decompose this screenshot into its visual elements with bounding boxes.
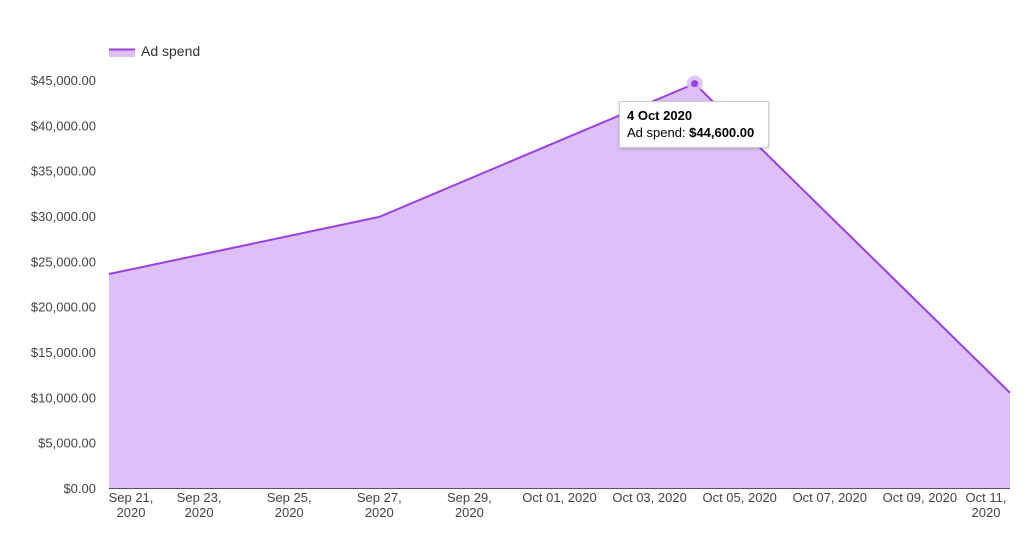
x-tick-label-year: 2020 [117, 505, 146, 520]
x-tick-label-year: 2020 [455, 505, 484, 520]
tooltip-series-label: Ad spend: [627, 125, 686, 140]
tooltip-value: $44,600.00 [689, 125, 755, 140]
x-tick-label-year: 2020 [275, 505, 304, 520]
x-tick-label: Sep 21, [109, 490, 154, 505]
plot-area[interactable] [106, 75, 1013, 489]
legend-label-ad-spend: Ad spend [141, 43, 200, 59]
tooltip-row: Ad spend: $44,600.00 [627, 124, 761, 142]
y-axis: $0.00 $5,000.00 $10,000.00 $15,000.00 $20,00… [31, 73, 96, 496]
x-tick-label-year: 2020 [365, 505, 394, 520]
highlight-point[interactable] [691, 80, 699, 88]
y-tick-label: $15,000.00 [31, 345, 96, 360]
legend-swatch-ad-spend [109, 49, 135, 57]
data-point[interactable] [106, 271, 112, 277]
x-tick-label: Sep 29, [447, 490, 492, 505]
x-tick-label-year: 2020 [185, 505, 214, 520]
y-tick-label: $0.00 [63, 481, 96, 496]
y-tick-label: $10,000.00 [31, 390, 96, 405]
series-area-ad-spend [109, 83, 1010, 489]
x-tick-label: Oct 01, 2020 [522, 490, 596, 505]
x-tick-label: Sep 27, [357, 490, 402, 505]
y-tick-label: $20,000.00 [31, 300, 96, 315]
y-tick-label: $35,000.00 [31, 164, 96, 179]
x-tick-label: Sep 25, [267, 490, 312, 505]
series-line-ad-spend [108, 82, 1011, 394]
x-tick-label: Oct 03, 2020 [612, 490, 686, 505]
data-point[interactable] [1007, 390, 1013, 396]
chart-tooltip: 4 Oct 2020 Ad spend: $44,600.00 [619, 101, 769, 148]
x-tick-label: Oct 07, 2020 [793, 490, 867, 505]
x-tick-label: Oct 05, 2020 [702, 490, 776, 505]
x-tick-label: Oct 09, 2020 [883, 490, 957, 505]
x-tick-label: Sep 23, [177, 490, 222, 505]
y-tick-label: $25,000.00 [31, 254, 96, 269]
y-tick-label: $40,000.00 [31, 118, 96, 133]
legend[interactable]: Ad spend [109, 43, 200, 59]
y-tick-label: $45,000.00 [31, 73, 96, 88]
x-tick-label: Oct 11, [966, 490, 1007, 505]
tooltip-date: 4 Oct 2020 [627, 108, 693, 123]
y-tick-label: $30,000.00 [31, 209, 96, 224]
x-tick-label-year: 2020 [972, 505, 1001, 520]
y-tick-label: $5,000.00 [38, 436, 96, 451]
data-point[interactable] [376, 214, 382, 220]
